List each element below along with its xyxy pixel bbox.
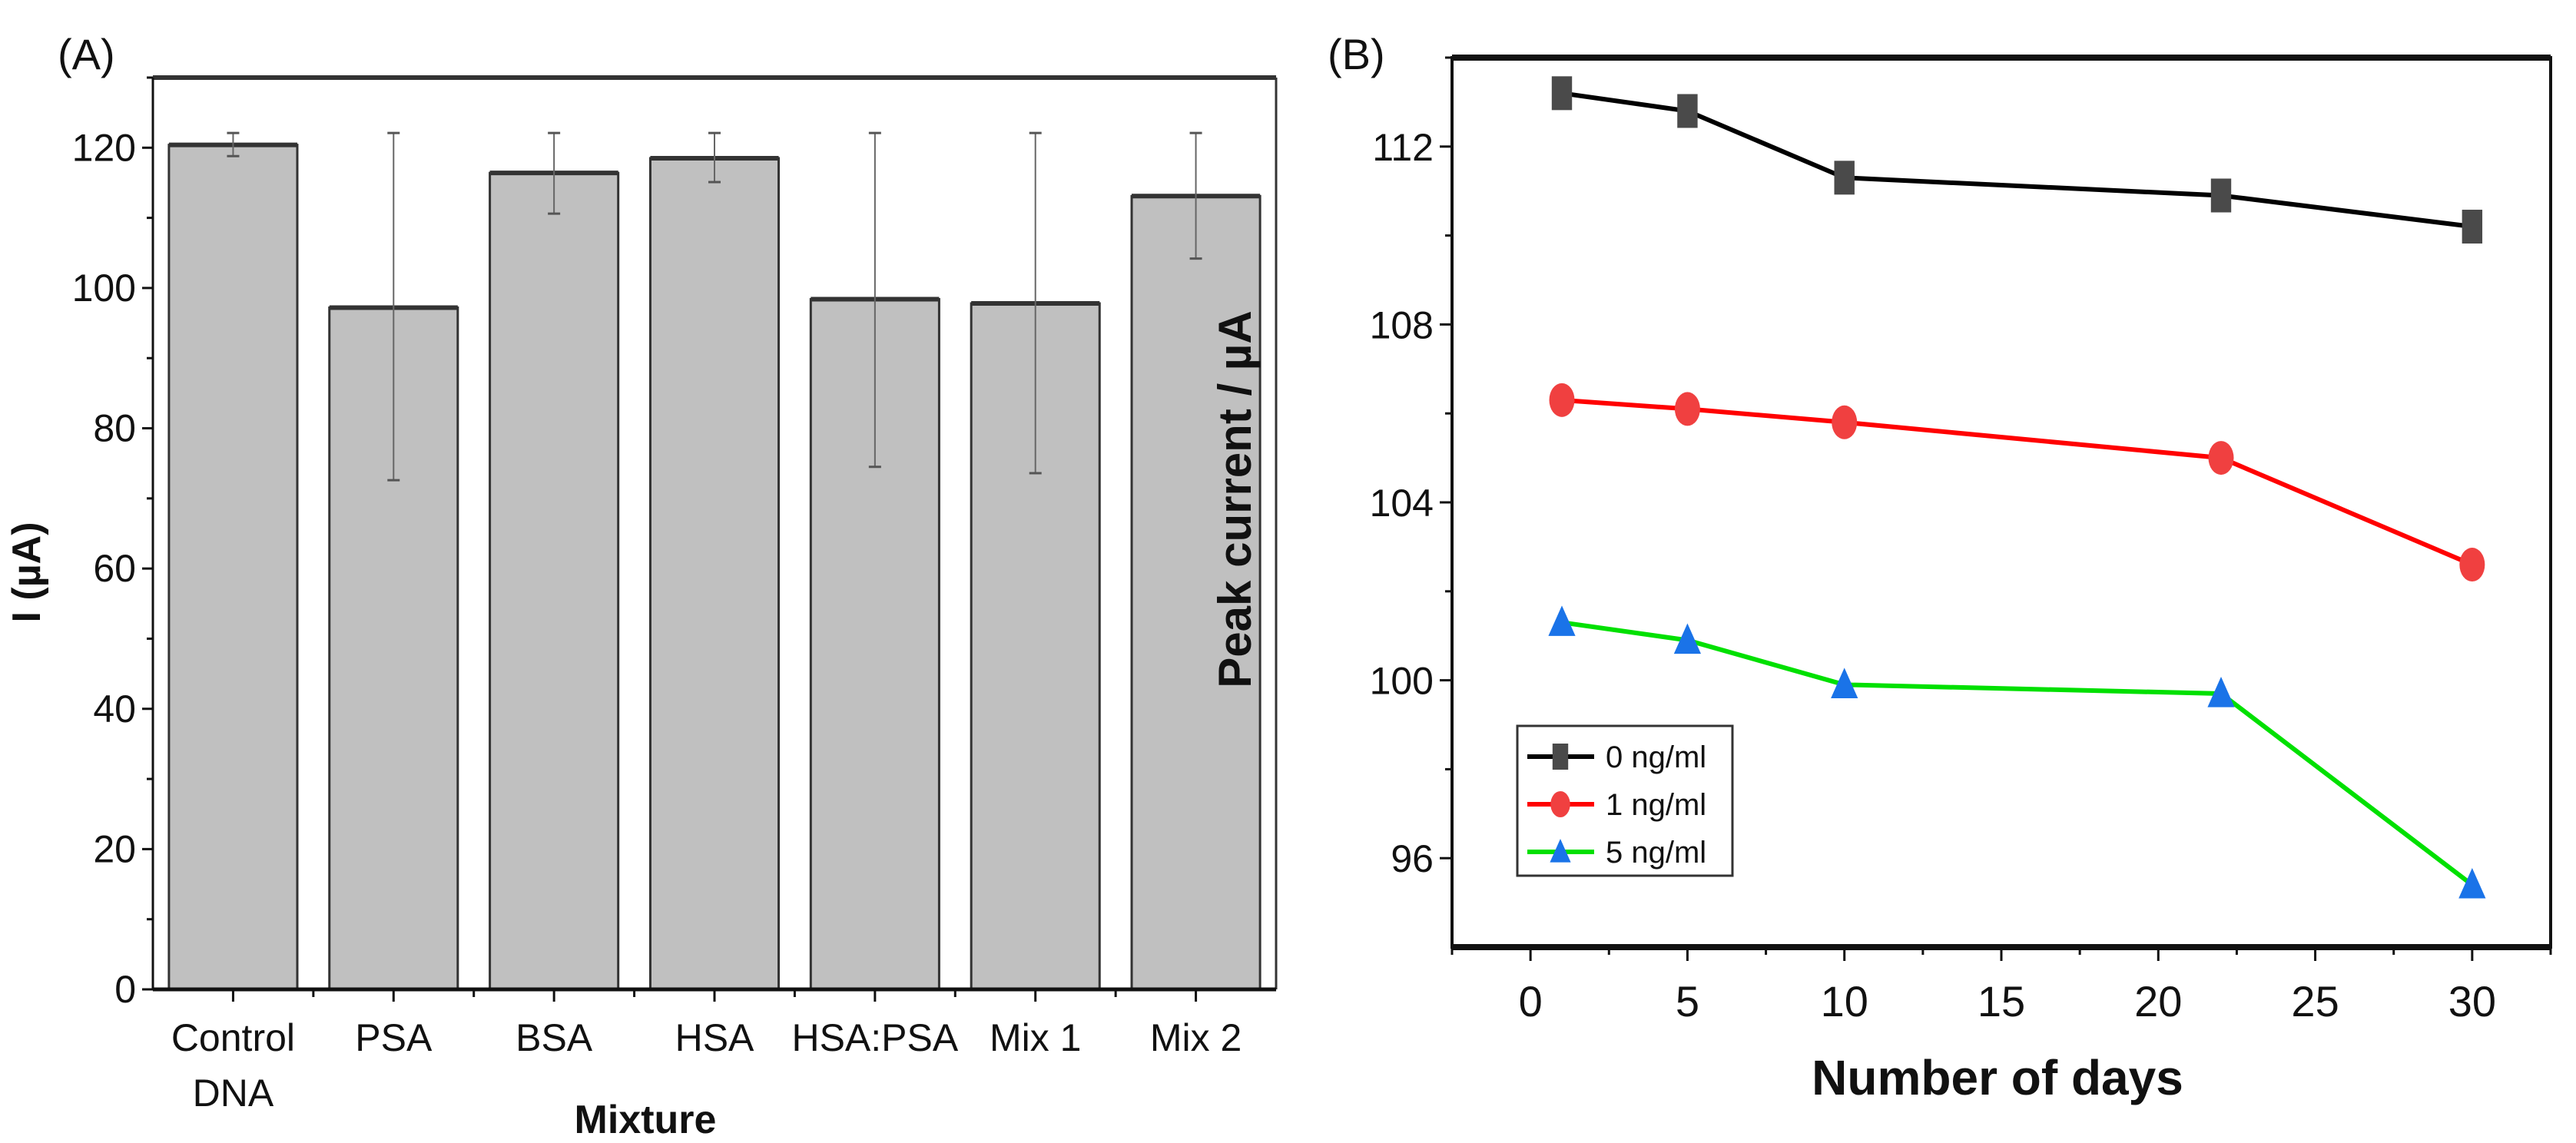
square-marker bbox=[2210, 178, 2232, 213]
y-tick-label: 20 bbox=[93, 827, 136, 870]
y-tick-label: 120 bbox=[72, 126, 136, 169]
square-marker bbox=[1834, 161, 1855, 195]
x-tick-label: HSA bbox=[675, 1016, 754, 1059]
x-tick-label: 0 bbox=[1519, 977, 1543, 1025]
square-marker bbox=[1552, 744, 1569, 770]
bar bbox=[167, 144, 299, 991]
bar bbox=[489, 171, 620, 991]
square-marker bbox=[1677, 94, 1698, 128]
x-tick-label: Mix 2 bbox=[1150, 1016, 1242, 1059]
series-line bbox=[1561, 397, 2474, 567]
series-5-ng-ml bbox=[1548, 605, 2486, 899]
y-tick-label: 104 bbox=[1370, 482, 1434, 525]
panel-b-line-chart: (B) 0 5 10 15 20 25 30 96 100 104 108 112 Number of… bbox=[1209, 30, 2552, 1105]
x-tick-label: 30 bbox=[2448, 977, 2496, 1025]
x-tick-label: 20 bbox=[2134, 977, 2182, 1025]
circle-marker bbox=[2459, 548, 2485, 582]
circle-marker bbox=[1674, 392, 1700, 426]
y-tick-label: 96 bbox=[1391, 837, 1434, 880]
square-marker bbox=[1551, 76, 1573, 111]
x-tick-label: 5 bbox=[1676, 977, 1699, 1025]
circle-marker bbox=[2208, 441, 2234, 475]
circle-marker bbox=[1549, 383, 1575, 417]
y-axis-label-b: Peak current / µA bbox=[1209, 310, 1261, 687]
x-tick-label: PSA bbox=[355, 1016, 433, 1059]
legend-label: 0 ng/ml bbox=[1606, 740, 1706, 774]
legend-label: 1 ng/ml bbox=[1606, 788, 1706, 822]
bar bbox=[648, 157, 781, 991]
legend-label: 5 ng/ml bbox=[1606, 836, 1706, 870]
y-tick-label: 80 bbox=[93, 407, 136, 450]
x-tick-label: 10 bbox=[1821, 977, 1868, 1025]
triangle-marker bbox=[2207, 676, 2235, 707]
panel-a-label: (A) bbox=[58, 30, 115, 78]
circle-marker bbox=[1550, 791, 1570, 817]
x-tick-label: HSA:PSA bbox=[791, 1016, 958, 1059]
y-tick-label: 40 bbox=[93, 687, 136, 731]
triangle-marker bbox=[1673, 623, 1702, 654]
series-line bbox=[1561, 91, 2473, 229]
x-axis-label-b: Number of days bbox=[1812, 1050, 2183, 1105]
panel-b-label: (B) bbox=[1328, 30, 1385, 78]
x-tick-label: Control bbox=[171, 1016, 295, 1059]
triangle-marker bbox=[1548, 605, 1576, 636]
x-tick-label: BSA bbox=[516, 1016, 593, 1059]
triangle-marker bbox=[2458, 867, 2486, 899]
x-tick-label: 25 bbox=[2291, 977, 2339, 1025]
triangle-marker bbox=[1831, 668, 1858, 698]
circle-marker bbox=[1832, 405, 1858, 439]
y-tick-label: 100 bbox=[1370, 660, 1434, 703]
y-tick-label: 0 bbox=[114, 968, 136, 1011]
square-marker bbox=[2462, 210, 2483, 244]
y-tick-label: 112 bbox=[1372, 126, 1434, 169]
x-tick-label: 15 bbox=[1978, 977, 2025, 1025]
series-1-ng-ml bbox=[1549, 383, 2485, 582]
x-axis-label-a: Mixture bbox=[575, 1098, 717, 1142]
y-axis-label-a: I (µA) bbox=[5, 522, 49, 622]
x-tick-label: Mix 1 bbox=[990, 1016, 1081, 1059]
x-tick-label: DNA bbox=[193, 1072, 274, 1115]
legend: 0 ng/ml 1 ng/ml 5 ng/ml bbox=[1516, 724, 1734, 877]
y-tick-label: 108 bbox=[1370, 303, 1434, 346]
y-tick-label: 60 bbox=[93, 547, 136, 590]
panel-a-bar-chart: (A) Control DNA PSA BSA HSA HSA:PSA Mix 1 Mix 2… bbox=[5, 30, 1278, 1142]
y-tick-label: 100 bbox=[72, 267, 136, 310]
series-0-ng-ml bbox=[1551, 76, 2483, 244]
bar bbox=[1130, 194, 1261, 991]
triangle-marker bbox=[1550, 839, 1571, 863]
